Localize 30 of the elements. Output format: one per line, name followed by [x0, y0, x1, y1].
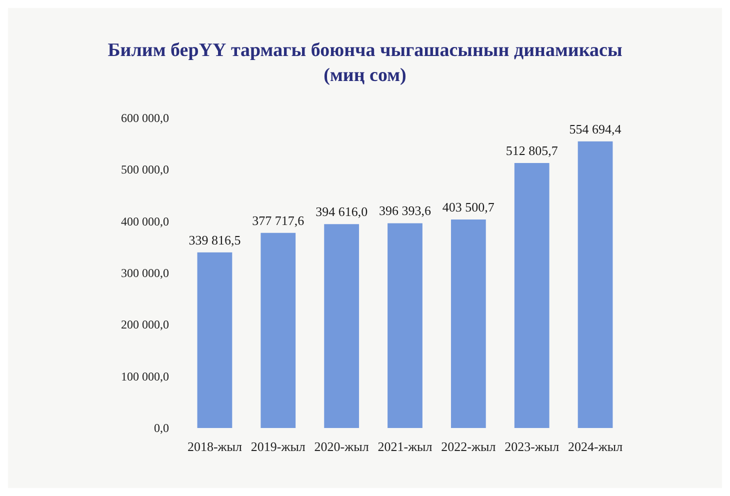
- x-tick-label: 2023-жыл: [504, 439, 560, 454]
- chart-title: Билим берҮҮ тармагы боюнча чыгашасынын динамикасы: [108, 40, 622, 61]
- bar: [324, 224, 360, 428]
- data-label: 377 717,6: [252, 212, 305, 228]
- data-label: 396 393,6: [379, 203, 432, 218]
- y-tick-label: 300 000,0: [121, 266, 169, 280]
- bar: [260, 232, 296, 428]
- bar: [578, 141, 613, 428]
- y-tick-label: 200 000,0: [121, 318, 169, 332]
- data-label: 394 616,0: [316, 204, 368, 220]
- bar: [514, 163, 550, 428]
- x-tick-label: 2019-жыл: [250, 439, 306, 454]
- chart-subtitle: (миң сом): [324, 65, 406, 86]
- data-label: 339 816,5: [188, 232, 241, 248]
- y-tick-label: 0,0: [154, 421, 169, 435]
- bar: [388, 223, 422, 428]
- x-tick-label: 2024-жыл: [568, 439, 624, 454]
- bar: [197, 252, 232, 428]
- x-tick-label: 2021-жыл: [378, 439, 433, 454]
- data-label: 554 694,4: [569, 121, 622, 136]
- y-tick-label: 100 000,0: [121, 369, 169, 384]
- data-label: 512 805,7: [506, 143, 558, 158]
- bar: [450, 220, 486, 428]
- y-tick-label: 500 000,0: [121, 162, 169, 177]
- x-tick-label: 2022-жыл: [441, 439, 496, 454]
- y-tick-label: 600 000,0: [121, 111, 169, 125]
- data-label: 403 500,7: [442, 200, 495, 215]
- y-tick-label: 400 000,0: [121, 214, 169, 228]
- x-tick-label: 2020-жыл: [314, 439, 370, 454]
- x-tick-label: 2018-жыл: [187, 439, 242, 454]
